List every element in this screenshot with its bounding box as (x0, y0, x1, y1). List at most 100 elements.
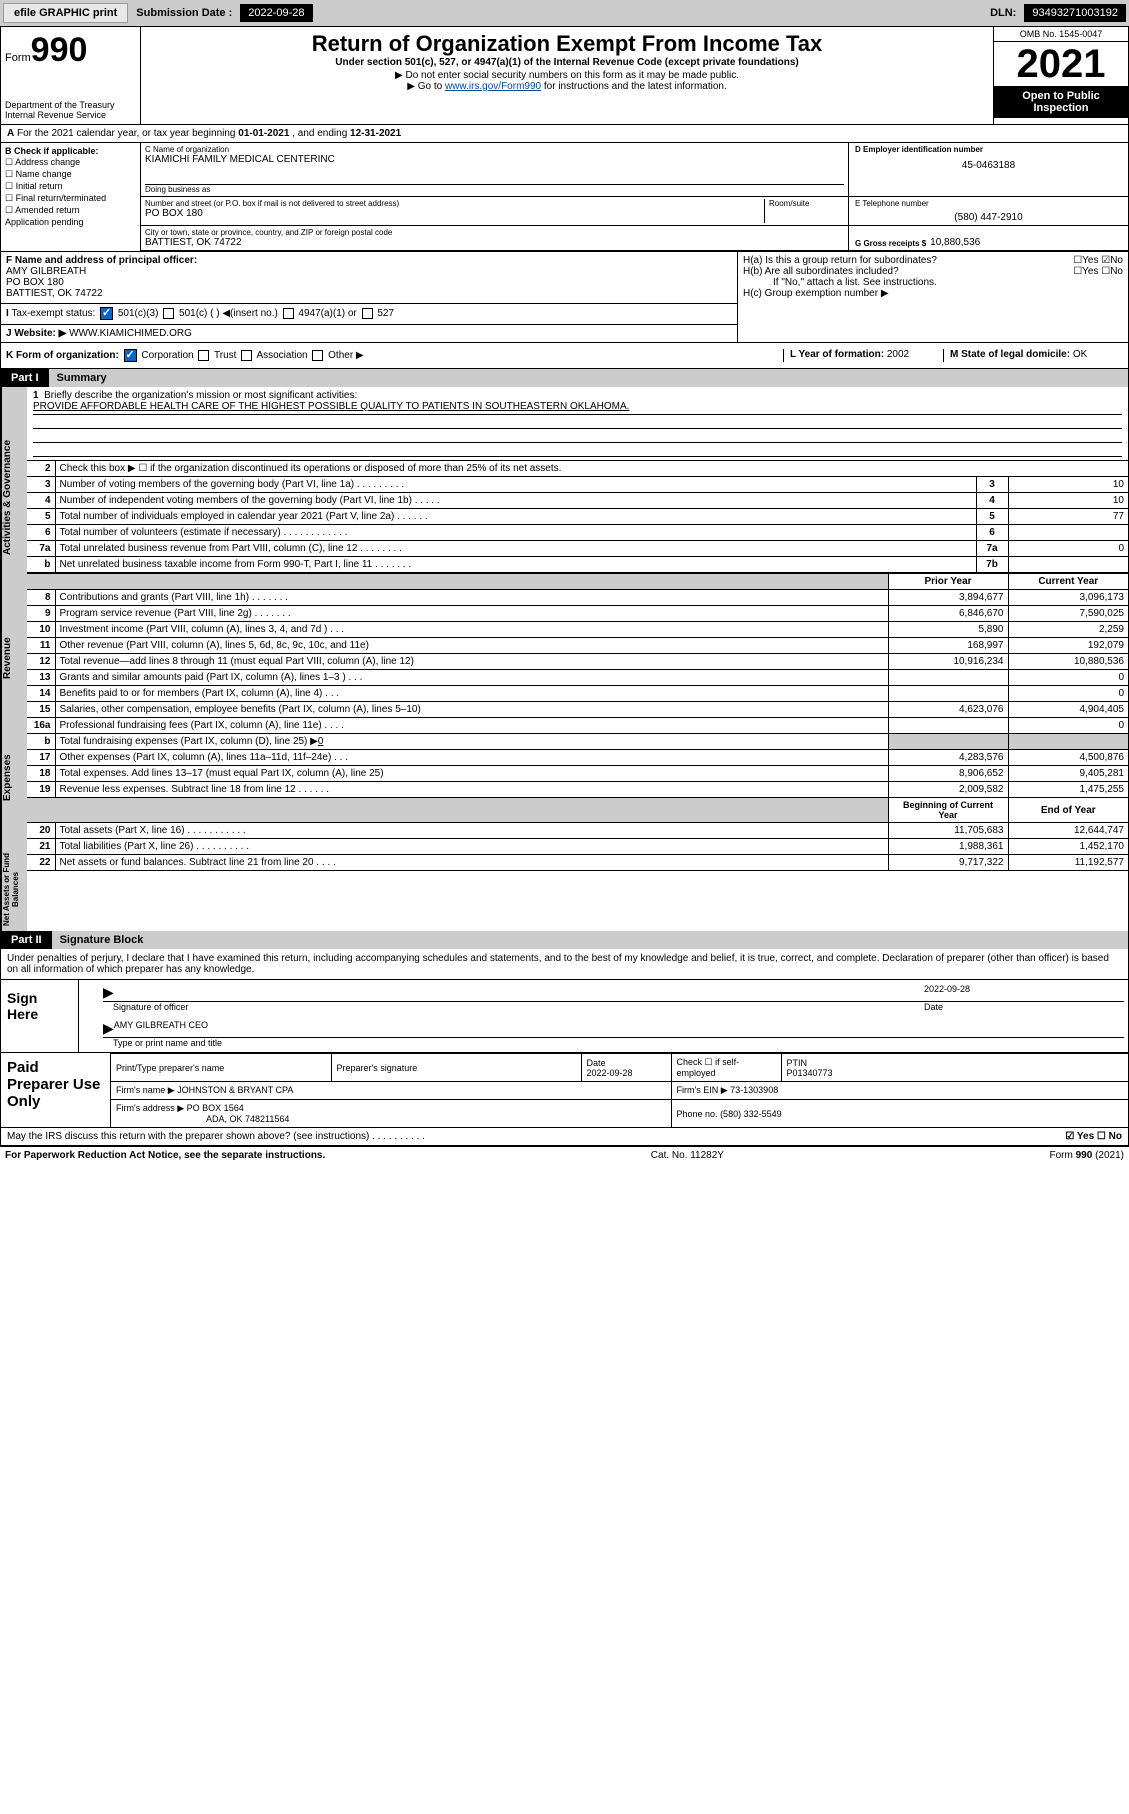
line-13: Grants and similar amounts paid (Part IX… (55, 670, 888, 686)
dba-label: Doing business as (145, 185, 844, 194)
year-formation-value: 2002 (887, 349, 909, 360)
line-11-current: 192,079 (1008, 638, 1128, 654)
cat-number: Cat. No. 11282Y (651, 1150, 724, 1161)
form-subtitle: Under section 501(c), 527, or 4947(a)(1)… (147, 57, 987, 68)
line-19: Revenue less expenses. Subtract line 18 … (55, 782, 888, 798)
chk-501c3[interactable]: ✓ (100, 307, 113, 320)
line-12-prior: 10,916,234 (888, 654, 1008, 670)
line-3-value: 10 (1008, 477, 1128, 493)
ha-answer[interactable]: ☐Yes ☑No (1073, 255, 1123, 266)
line-15: Salaries, other compensation, employee b… (55, 702, 888, 718)
line-16a-current: 0 (1008, 718, 1128, 734)
part-2-title: Signature Block (52, 931, 1128, 949)
line-20-current: 12,644,747 (1008, 823, 1128, 839)
line-13-prior (888, 670, 1008, 686)
submission-label: Submission Date : (132, 7, 236, 19)
room-label: Room/suite (769, 199, 844, 208)
chk-initial-return[interactable]: ☐ Initial return (5, 181, 136, 192)
opt-corporation: Corporation (141, 350, 193, 361)
line-1-label: Briefly describe the organization's miss… (44, 390, 357, 401)
line-16a-prior (888, 718, 1008, 734)
part-2-num: Part II (1, 931, 52, 949)
prep-date: 2022-09-28 (587, 1068, 633, 1078)
line-10-prior: 5,890 (888, 622, 1008, 638)
line-7a-value: 0 (1008, 541, 1128, 557)
paid-preparer-row: Paid Preparer Use Only Print/Type prepar… (1, 1053, 1128, 1127)
officer-label: F Name and address of principal officer: (6, 255, 197, 266)
chk-association[interactable] (241, 350, 252, 361)
part-2-header: Part II Signature Block (1, 931, 1128, 949)
ein-value: 45-0463188 (855, 160, 1122, 171)
date-label: Date (924, 1002, 1124, 1012)
line-9: Program service revenue (Part VIII, line… (55, 606, 888, 622)
chk-other[interactable] (312, 350, 323, 361)
line-5: Total number of individuals employed in … (55, 509, 976, 525)
irs-link[interactable]: www.irs.gov/Form990 (445, 81, 541, 92)
signature-declaration: Under penalties of perjury, I declare th… (1, 949, 1128, 980)
line-16b: Total fundraising expenses (Part IX, col… (55, 734, 888, 750)
chk-trust[interactable] (198, 350, 209, 361)
officer-name: AMY GILBREATH (6, 266, 732, 277)
section-a-tax-year: A For the 2021 calendar year, or tax yea… (1, 125, 1128, 143)
opt-association: Association (256, 350, 307, 361)
discuss-answer[interactable]: ☑ Yes ☐ No (1065, 1131, 1122, 1142)
line-8-current: 3,096,173 (1008, 590, 1128, 606)
firm-ein-label: Firm's EIN ▶ (677, 1085, 728, 1095)
line-11-prior: 168,997 (888, 638, 1008, 654)
line-17-current: 4,500,876 (1008, 750, 1128, 766)
prep-name-label: Print/Type preparer's name (116, 1063, 224, 1073)
line-21-current: 1,452,170 (1008, 839, 1128, 855)
line-19-prior: 2,009,582 (888, 782, 1008, 798)
discuss-text: May the IRS discuss this return with the… (7, 1131, 425, 1142)
chk-name-change[interactable]: ☐ Name change (5, 169, 136, 180)
side-expenses: Expenses (1, 709, 27, 847)
line-2: Check this box ▶ ☐ if the organization d… (55, 461, 1128, 477)
ein-label: D Employer identification number (855, 145, 1122, 154)
line-21: Total liabilities (Part X, line 26) . . … (55, 839, 888, 855)
chk-final-return[interactable]: ☐ Final return/terminated (5, 193, 136, 204)
side-revenue: Revenue (1, 607, 27, 709)
phone-value: (580) 447-2910 (855, 212, 1122, 223)
line-13-current: 0 (1008, 670, 1128, 686)
chk-4947[interactable] (283, 308, 294, 319)
public-inspection: Open to Public Inspection (994, 86, 1128, 118)
line-14-prior (888, 686, 1008, 702)
line-20-prior: 11,705,683 (888, 823, 1008, 839)
revenue-expense-table: Prior YearCurrent Year 8Contributions an… (27, 573, 1128, 871)
dept-treasury: Department of the Treasury (5, 100, 136, 110)
chk-corporation[interactable]: ✓ (124, 349, 137, 362)
efile-print-button[interactable]: efile GRAPHIC print (3, 3, 128, 23)
line-8-prior: 3,894,677 (888, 590, 1008, 606)
line-11: Other revenue (Part VIII, column (A), li… (55, 638, 888, 654)
firm-ein: 73-1303908 (730, 1085, 778, 1095)
opt-501c: 501(c) ( ) ◀(insert no.) (179, 308, 278, 319)
org-name-label: C Name of organization (145, 145, 844, 154)
part-1-num: Part I (1, 369, 49, 387)
line-20: Total assets (Part X, line 16) . . . . .… (55, 823, 888, 839)
chk-address-change[interactable]: ☐ Address change (5, 157, 136, 168)
officer-sig-label: Signature of officer (113, 1002, 924, 1012)
prep-sig-label: Preparer's signature (337, 1063, 418, 1073)
street-value: PO BOX 180 (145, 208, 764, 219)
end-year-header: End of Year (1008, 798, 1128, 823)
hb-label: H(b) Are all subordinates included? (743, 266, 899, 277)
preparer-table: Print/Type preparer's name Preparer's si… (111, 1053, 1128, 1127)
year-formation-label: L Year of formation: (790, 349, 884, 360)
hb-answer[interactable]: ☐Yes ☐No (1073, 266, 1123, 277)
chk-501c[interactable] (163, 308, 174, 319)
chk-amended-return[interactable]: ☐ Amended return (5, 205, 136, 216)
line-10-current: 2,259 (1008, 622, 1128, 638)
line-4-value: 10 (1008, 493, 1128, 509)
sections-b-through-g: B Check if applicable: ☐ Address change … (1, 143, 1128, 252)
chk-527[interactable] (362, 308, 373, 319)
tax-year: 2021 (994, 42, 1128, 86)
submission-date: 2022-09-28 (240, 4, 312, 22)
form-title: Return of Organization Exempt From Incom… (147, 31, 987, 57)
irs-label: Internal Revenue Service (5, 110, 136, 120)
opt-527: 527 (377, 308, 394, 319)
part-1-title: Summary (49, 369, 1128, 387)
firm-addr2: ADA, OK 748211564 (206, 1114, 289, 1124)
chk-application-pending[interactable]: Application pending (5, 217, 136, 227)
officer-addr2: BATTIEST, OK 74722 (6, 288, 732, 299)
opt-4947: 4947(a)(1) or (298, 308, 356, 319)
